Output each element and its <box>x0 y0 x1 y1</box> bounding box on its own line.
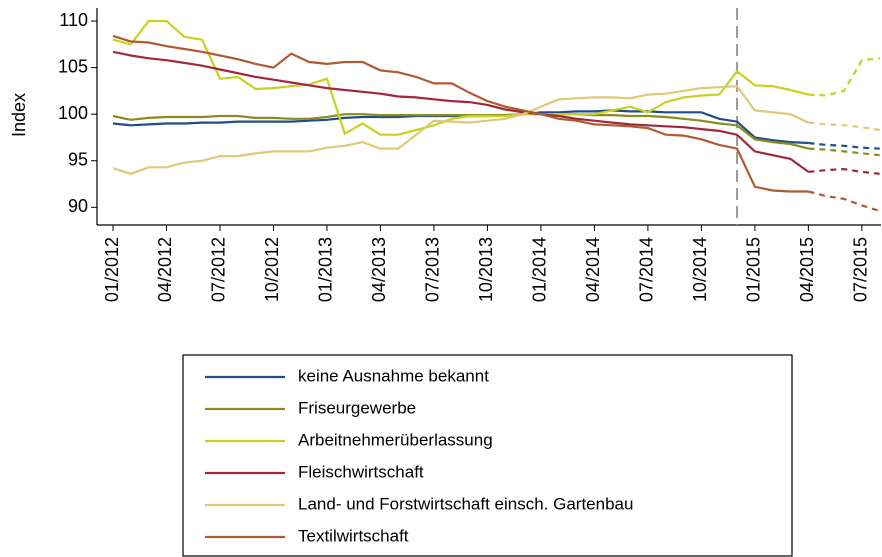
x-tick-label: 01/2013 <box>316 237 336 302</box>
x-tick-label: 01/2012 <box>102 237 122 302</box>
x-tick-label: 10/2013 <box>476 237 496 302</box>
legend-label: Friseurgewerbe <box>298 398 416 417</box>
y-tick-label: 90 <box>68 196 88 216</box>
series-line <box>112 85 809 175</box>
series-line <box>808 141 880 150</box>
series-line <box>112 50 810 173</box>
y-axis-label: Index <box>9 93 29 137</box>
x-tick-label: 01/2014 <box>530 237 550 302</box>
series-line <box>808 190 881 213</box>
x-tick-label: 07/2012 <box>209 237 229 302</box>
x-tick-label: 07/2015 <box>851 237 871 302</box>
legend-label: keine Ausnahme bekannt <box>298 366 489 385</box>
legend-label: Arbeitnehmerüberlassung <box>298 430 493 449</box>
series-line <box>808 147 880 157</box>
series-line <box>112 19 809 136</box>
y-tick-label: 100 <box>58 103 88 123</box>
y-tick-label: 110 <box>59 10 88 30</box>
x-tick-label: 04/2015 <box>797 237 817 302</box>
legend-label: Textilwirtschaft <box>298 526 409 545</box>
y-tick-label: 95 <box>68 149 88 169</box>
legend-box <box>182 354 793 557</box>
legend-label: Fleischwirtschaft <box>298 462 424 481</box>
x-tick-label: 04/2014 <box>583 237 603 302</box>
x-tick-label: 07/2014 <box>637 237 657 302</box>
series-line <box>112 34 809 193</box>
series-line <box>808 57 880 97</box>
x-tick-label: 10/2012 <box>262 237 282 302</box>
series-line <box>808 121 880 132</box>
x-tick-label: 04/2012 <box>155 237 175 302</box>
x-tick-label: 10/2014 <box>690 237 710 302</box>
x-tick-label: 04/2013 <box>369 237 389 302</box>
x-tick-label: 01/2015 <box>744 237 764 302</box>
series-line <box>112 113 809 150</box>
series-line <box>808 167 880 175</box>
y-tick-label: 105 <box>58 56 88 76</box>
x-tick-label: 07/2013 <box>423 237 443 302</box>
legend-label: Land- und Forstwirtschaft einsch. Garten… <box>298 494 633 513</box>
